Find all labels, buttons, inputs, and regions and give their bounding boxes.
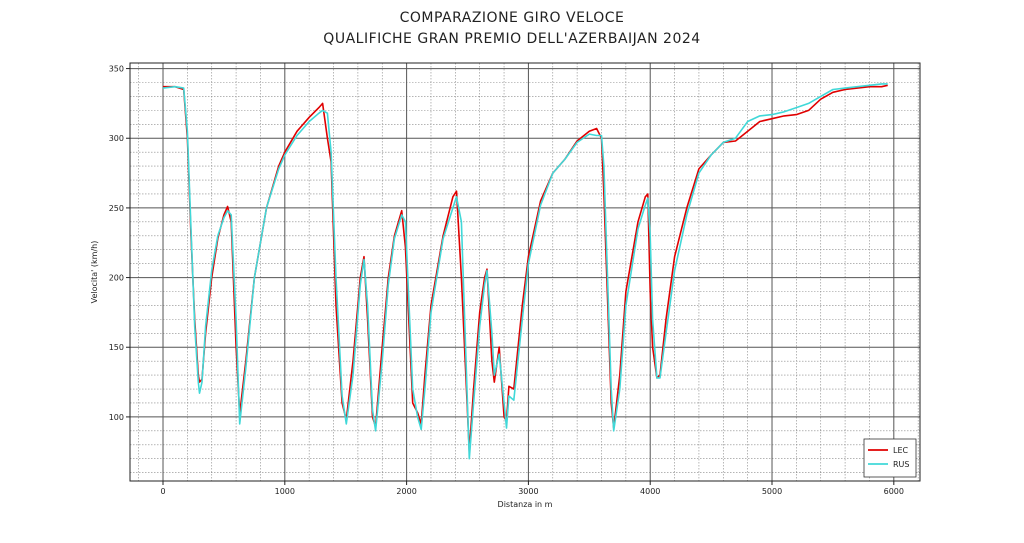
plot-frame — [129, 62, 921, 482]
x-tick-label: 5000 — [762, 487, 782, 496]
y-tick-label: 250 — [109, 204, 124, 213]
y-tick-label: 200 — [109, 274, 124, 283]
y-axis-label: Velocita' (km/h) — [90, 241, 99, 304]
x-tick-label: 2000 — [396, 487, 416, 496]
x-tick-label: 0 — [160, 487, 165, 496]
line-series — [163, 84, 888, 453]
chart-subtitle: QUALIFICHE GRAN PREMIO DELL'AZERBAIJAN 2… — [323, 31, 700, 47]
x-axis-label: Distanza in m — [498, 500, 553, 509]
y-tick-label: 100 — [109, 413, 124, 422]
x-tick-label: 1000 — [275, 487, 295, 496]
legend-label: LEC — [893, 446, 909, 455]
legend-box — [863, 438, 917, 478]
legend-label: RUS — [893, 460, 910, 469]
line-series — [162, 83, 888, 460]
x-tick-label: 3000 — [518, 487, 538, 496]
x-tick-label: 6000 — [884, 487, 904, 496]
legend: LEC RUS — [863, 438, 917, 478]
chart-title: COMPARAZIONE GIRO VELOCE — [400, 10, 625, 26]
y-tick-label: 350 — [109, 65, 124, 74]
y-tick-label: 300 — [109, 134, 124, 143]
y-tick-label: 150 — [109, 343, 124, 352]
x-tick-label: 4000 — [640, 487, 660, 496]
